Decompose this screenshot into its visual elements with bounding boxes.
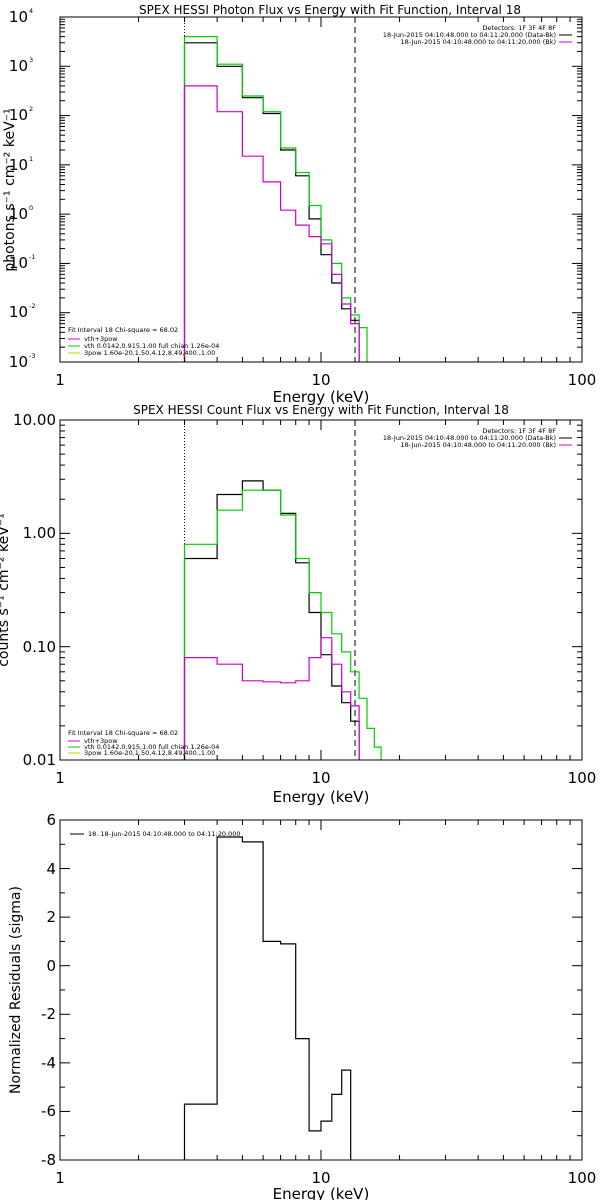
photon-ytick-exponent: 2 bbox=[29, 105, 33, 113]
photon-series-line bbox=[183, 85, 360, 362]
count-legend-entry: Detectors: 1F 3F 4F 8F bbox=[482, 427, 556, 435]
photon-ytick-label: 10 bbox=[9, 57, 28, 75]
photon-ytick-exponent: 4 bbox=[29, 7, 33, 15]
count-series-line bbox=[183, 480, 360, 760]
residual-ytick-label: -2 bbox=[41, 1005, 56, 1023]
photon-ytick-exponent: -3 bbox=[29, 352, 35, 360]
photon-ytick-label: 10 bbox=[9, 205, 28, 223]
residual-series-line bbox=[183, 836, 352, 1160]
count-xtick-label: 10 bbox=[311, 769, 330, 787]
photon-ytick-label: 10 bbox=[9, 8, 28, 26]
photon-x-axis-label: Energy (keV) bbox=[273, 388, 370, 406]
residual-ytick-label: -8 bbox=[41, 1151, 56, 1169]
residual-xtick-label: 1 bbox=[55, 1169, 65, 1187]
residuals-panel: 6 4 2 0 -2 -4 -6 -8 1 10 100 Energy (keV… bbox=[8, 811, 596, 1200]
photon-ytick-label: 10 bbox=[9, 106, 28, 124]
count-panel-title: SPEX HESSI Count Flux vs Energy with Fit… bbox=[133, 403, 509, 417]
photon-xtick-label: 100 bbox=[568, 371, 597, 389]
count-xtick-label: 1 bbox=[55, 769, 65, 787]
photon-ytick-label: 10 bbox=[9, 254, 28, 272]
count-legend-entry: 18-Jun-2015 04:10:48.000 to 04:11:20.000… bbox=[401, 441, 556, 449]
photon-ytick-exponent: -1 bbox=[29, 253, 35, 261]
count-x-axis-label: Energy (keV) bbox=[273, 788, 370, 806]
photon-legend-entry: 18-Jun-2015 04:10:48.000 to 04:11:20.000… bbox=[383, 31, 556, 39]
count-fit-legend-entry: Fit Interval 18 Chi-square = 68.02 bbox=[68, 729, 178, 737]
residual-xtick-label: 100 bbox=[568, 1169, 597, 1187]
photon-ticks-group bbox=[59, 16, 582, 363]
count-legend-entry: 18-Jun-2015 04:10:48.000 to 04:11:20.000… bbox=[383, 434, 556, 442]
count-series-group bbox=[183, 420, 382, 760]
count-series-line bbox=[183, 637, 360, 760]
residual-x-axis-label: Energy (keV) bbox=[273, 1185, 370, 1200]
count-series-line bbox=[183, 489, 382, 760]
residual-ytick-label: 2 bbox=[46, 908, 56, 926]
residual-series-group bbox=[183, 836, 352, 1160]
photon-ytick-exponent: 0 bbox=[29, 204, 33, 212]
photon-fit-legend-entry: Fit Interval 18 Chi-square = 68.02 bbox=[68, 326, 178, 334]
photon-ytick-exponent: 1 bbox=[29, 155, 33, 163]
residual-xtick-label: 10 bbox=[311, 1169, 330, 1187]
residual-ytick-label: 4 bbox=[46, 860, 56, 878]
photon-ytick-exponent: 3 bbox=[29, 56, 33, 64]
count-ytick-label: 1.00 bbox=[23, 524, 56, 542]
residual-legend-entry: 18. 18-Jun-2015 04:10:48.000 to 04:11:20… bbox=[88, 830, 240, 838]
residual-ytick-label: 6 bbox=[46, 811, 56, 829]
count-ytick-label: 10.00 bbox=[13, 411, 56, 429]
residual-y-axis-label: Normalized Residuals (sigma) bbox=[8, 886, 24, 1094]
photon-series-line bbox=[183, 42, 360, 362]
photon-xtick-label: 10 bbox=[311, 371, 330, 389]
photon-legend-entry: Detectors: 1F 3F 4F 8F bbox=[482, 24, 556, 32]
count-ytick-label: 0.10 bbox=[23, 638, 56, 656]
photon-legend-entry: 18-Jun-2015 04:10:48.000 to 04:11:20.000… bbox=[401, 38, 556, 46]
photon-flux-panel: SPEX HESSI Photon Flux vs Energy with Fi… bbox=[2, 3, 596, 406]
photon-panel-title: SPEX HESSI Photon Flux vs Energy with Fi… bbox=[139, 3, 521, 17]
count-ytick-label: 0.01 bbox=[23, 751, 56, 769]
photon-ytick-label: 10 bbox=[9, 353, 28, 371]
count-flux-panel: SPEX HESSI Count Flux vs Energy with Fit… bbox=[0, 403, 596, 806]
count-y-axis-label: counts s⁻¹ cm⁻² keV⁻¹ bbox=[0, 513, 12, 667]
residual-ytick-label: -6 bbox=[41, 1102, 56, 1120]
photon-ytick-exponent: -2 bbox=[29, 302, 35, 310]
count-fit-legend-entry: vth 0.0142,0.915,1.00 full chian 1.26e-0… bbox=[84, 743, 219, 751]
count-xtick-label: 100 bbox=[568, 769, 597, 787]
photon-ytick-label: 10 bbox=[9, 156, 28, 174]
photon-fit-legend-entry: vth+3pow bbox=[84, 335, 118, 343]
photon-y-axis-label: photons s⁻¹ cm⁻² keV⁻¹ bbox=[2, 108, 18, 271]
photon-fit-legend-entry: vth 0.0142,0.915,1.00 full chian 1.26e-0… bbox=[84, 342, 219, 350]
residual-ytick-label: -4 bbox=[41, 1054, 56, 1072]
photon-xtick-label: 1 bbox=[55, 371, 65, 389]
residual-ytick-label: 0 bbox=[46, 957, 56, 975]
count-fit-legend-entry: vth+3pow bbox=[84, 737, 118, 745]
photon-series-group bbox=[183, 17, 368, 362]
count-fit-legend-entry: 3pow 1.60e-20,1.50,4.12,8.49,400.,1.00 bbox=[84, 749, 215, 757]
photon-ytick-label: 10 bbox=[9, 303, 28, 321]
count-ticks-group bbox=[59, 419, 582, 761]
photon-fit-legend-entry: 3pow 1.60e-20,1.50,4.12,8.49,400.,1.00 bbox=[84, 349, 215, 357]
residual-ticks-group bbox=[59, 819, 582, 1161]
